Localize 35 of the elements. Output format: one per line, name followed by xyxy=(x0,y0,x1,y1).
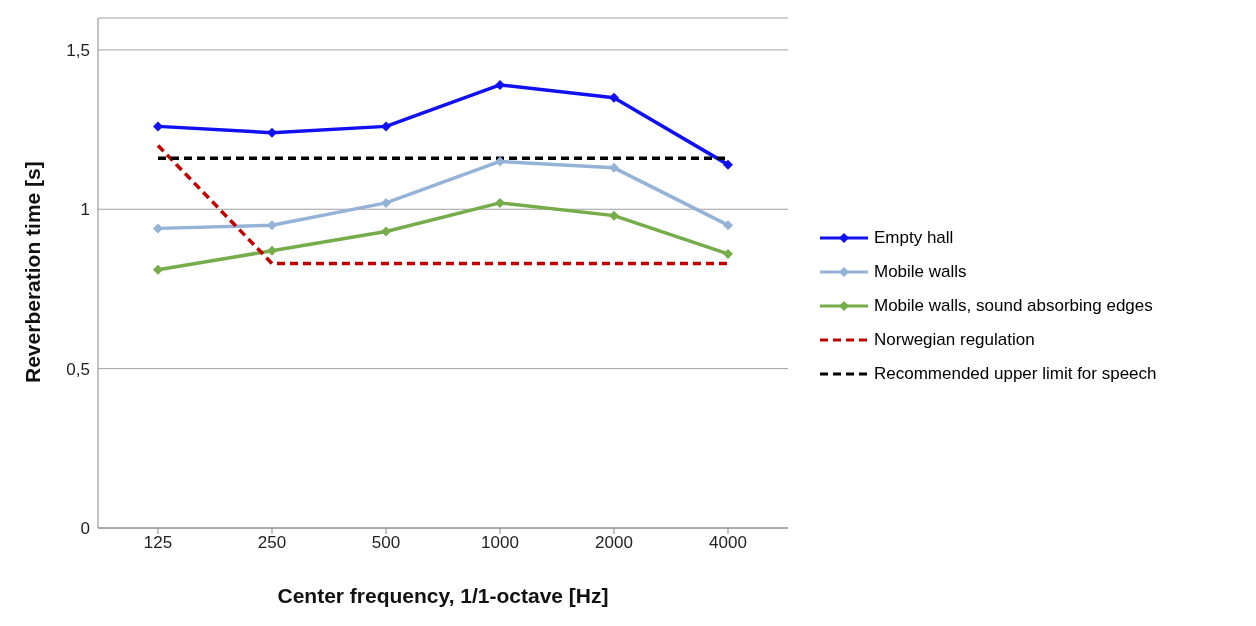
y-tick-label: 0,5 xyxy=(66,359,90,379)
point xyxy=(495,79,505,90)
point xyxy=(381,226,391,237)
point xyxy=(495,156,505,167)
y-tick-label: 1 xyxy=(80,200,90,220)
legend-label: Mobile walls, sound absorbing edges xyxy=(874,296,1153,316)
point xyxy=(267,220,277,231)
y-axis-title: Reverberation time [s] xyxy=(21,161,45,383)
point xyxy=(153,121,163,132)
x-axis-title: Center frequency, 1/1-octave [Hz] xyxy=(277,584,609,607)
legend-label: Norwegian regulation xyxy=(874,330,1035,350)
x-tick-label: 1000 xyxy=(481,533,519,553)
point xyxy=(609,92,619,103)
y-tick-label: 0 xyxy=(80,519,90,539)
point xyxy=(723,248,733,259)
x-tick-label: 125 xyxy=(143,533,173,553)
x-tick-label: 4000 xyxy=(709,533,747,553)
point xyxy=(609,162,619,173)
legend-label: Mobile walls xyxy=(874,262,967,282)
point xyxy=(267,127,277,138)
point xyxy=(153,264,163,275)
point xyxy=(381,197,391,208)
y-tick-label: 1,5 xyxy=(66,40,90,60)
point xyxy=(723,159,733,170)
x-tick-label: 500 xyxy=(371,533,401,553)
point xyxy=(495,197,505,208)
x-tick-label: 2000 xyxy=(595,533,633,553)
legend-label: Empty hall xyxy=(874,228,954,248)
x-tick-label: 250 xyxy=(257,533,287,553)
point xyxy=(609,210,619,221)
legend-label: Recommended upper limit for speech xyxy=(874,364,1157,384)
point xyxy=(267,245,277,256)
point xyxy=(381,121,391,132)
point xyxy=(153,223,163,234)
point xyxy=(723,220,733,231)
